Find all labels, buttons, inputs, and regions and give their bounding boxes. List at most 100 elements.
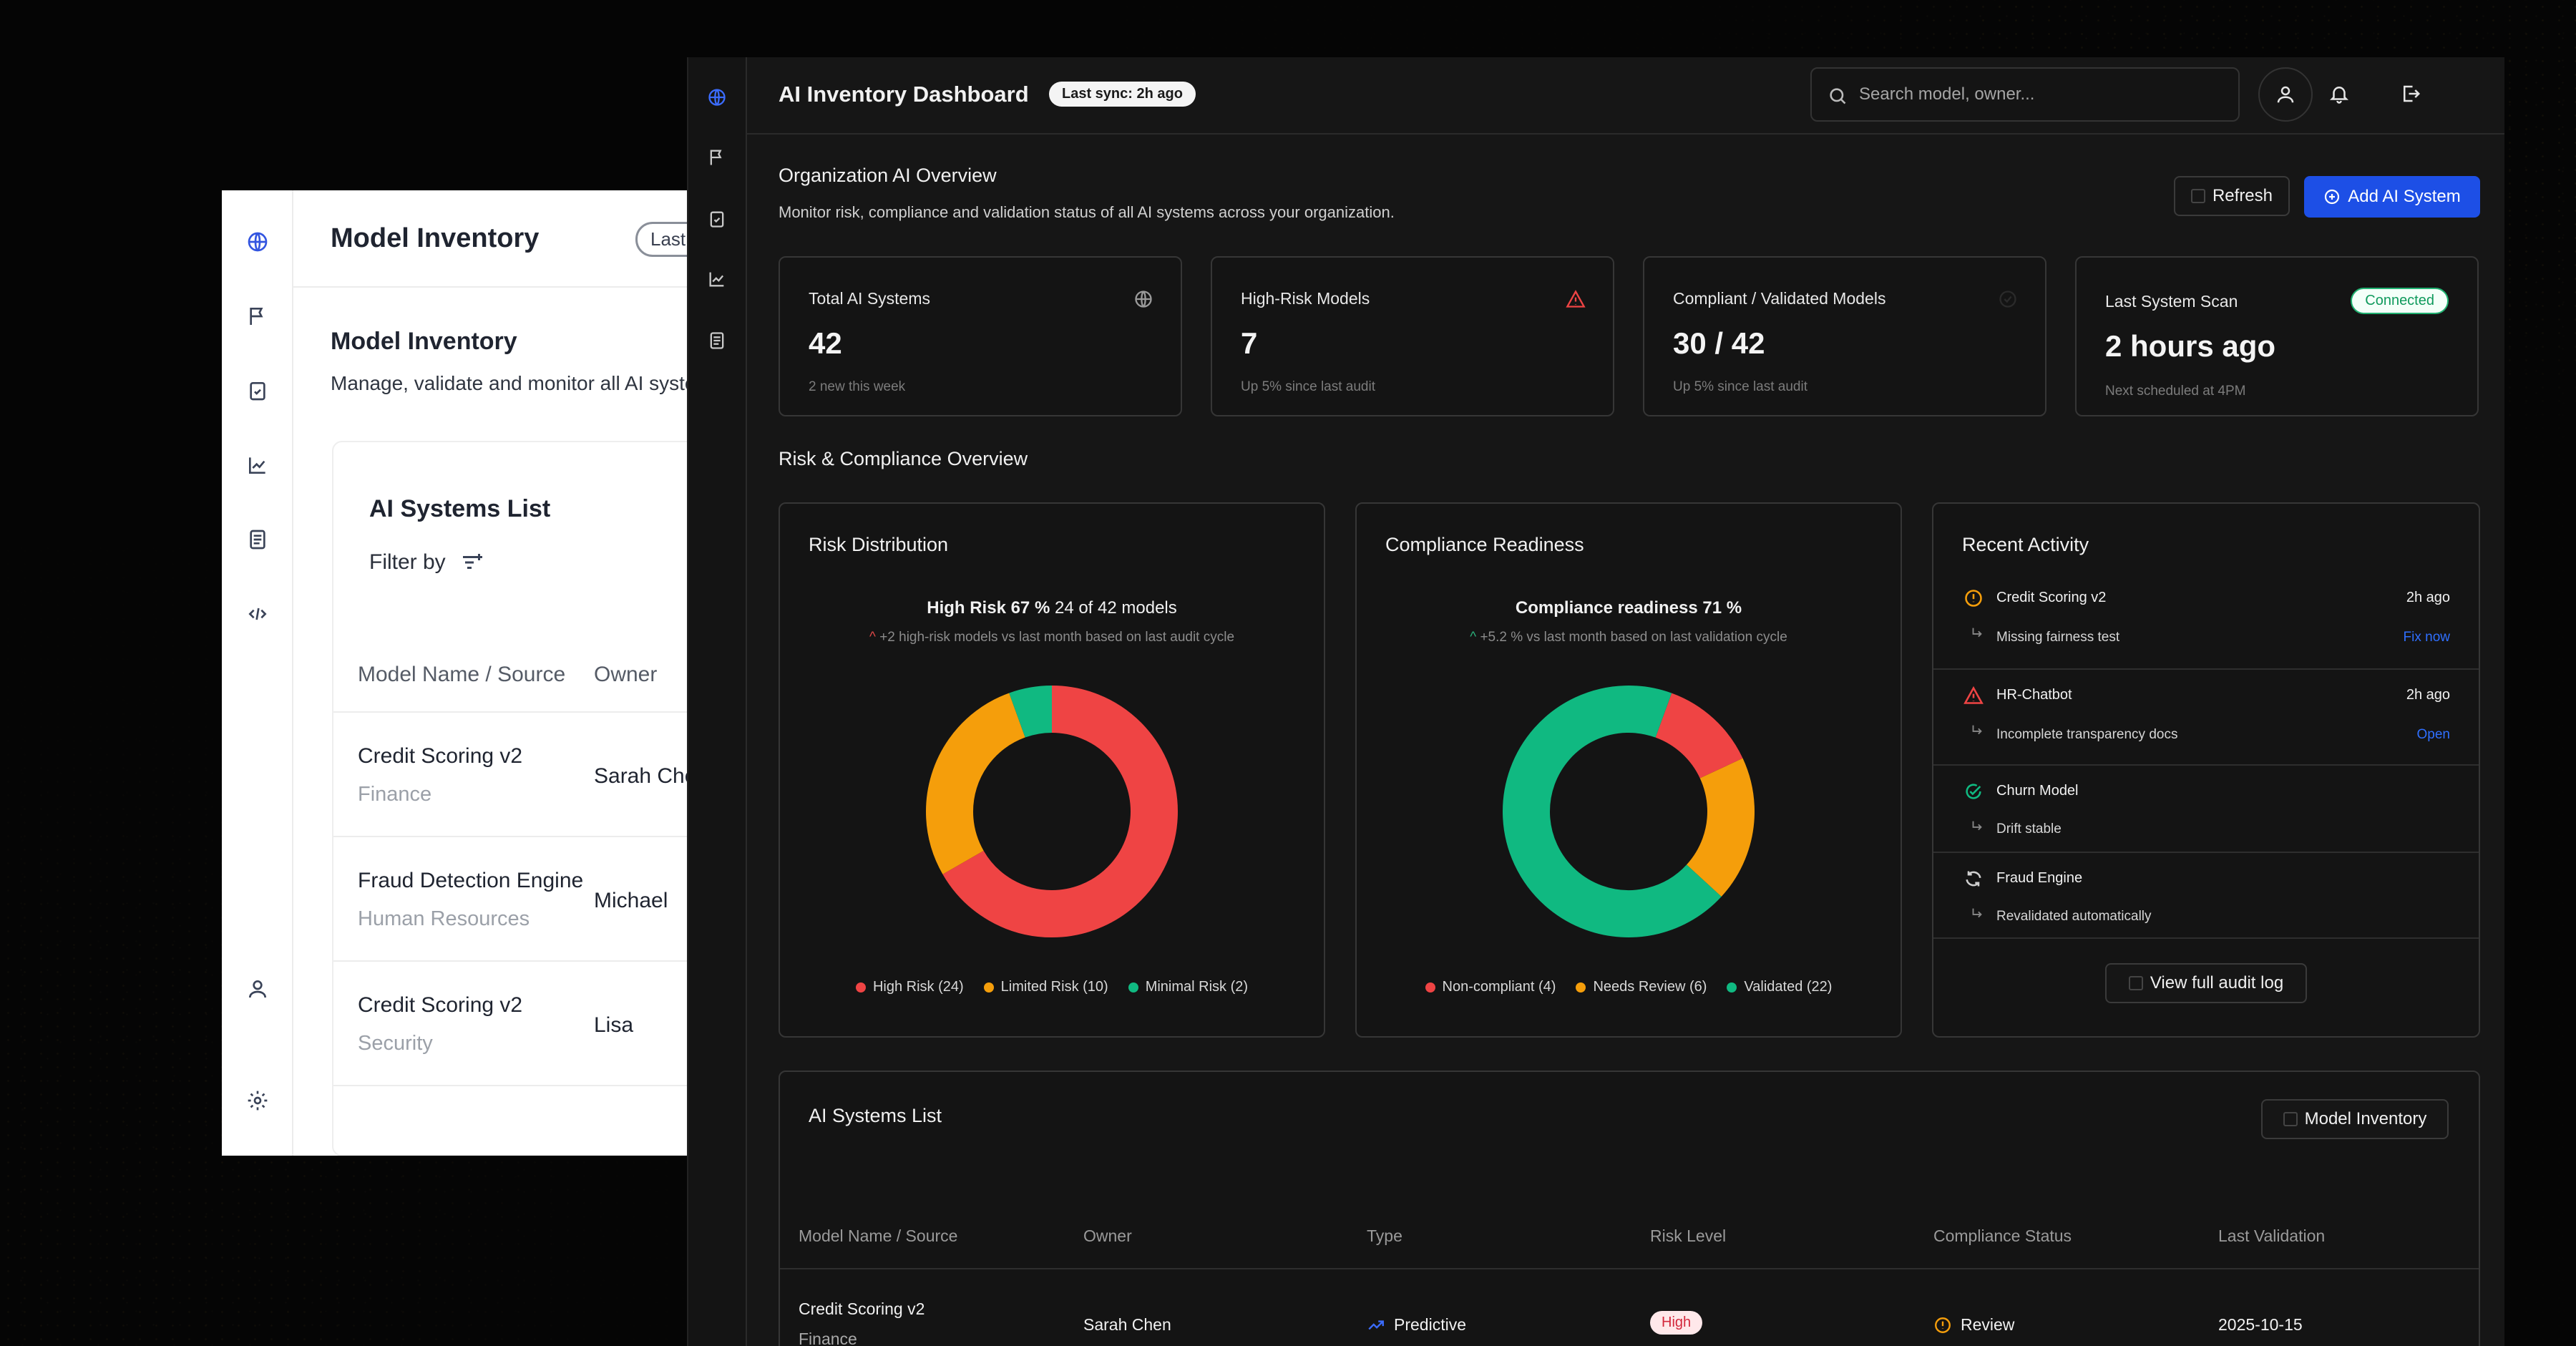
flag-icon[interactable] — [246, 305, 269, 328]
model-name: Fraud Detection Engine — [358, 869, 584, 892]
divider — [1933, 937, 2479, 939]
table-row[interactable]: Fraud Detection Engine Human Resources M… — [333, 836, 687, 960]
donut-slice-limited-risk[interactable] — [926, 686, 1178, 937]
activity-detail: Drift stable — [1996, 821, 2062, 837]
column-header[interactable]: Last Validation — [2218, 1226, 2326, 1245]
risk-donut-chart — [780, 683, 1324, 940]
stat-card-high-risk: High-Risk Models 7 Up 5% since last audi… — [1211, 256, 1614, 416]
model-name: Credit Scoring v2 — [358, 744, 523, 768]
stat-label: Total AI Systems — [809, 289, 931, 308]
logout-icon[interactable] — [2400, 83, 2423, 106]
divider — [780, 1268, 2479, 1269]
activity-detail: Missing fairness test — [1996, 630, 2120, 645]
search-input[interactable] — [1859, 80, 2217, 109]
code-icon[interactable] — [246, 603, 269, 625]
subdirectory-arrow-icon — [1969, 906, 1985, 922]
background-dark-area — [945, 0, 1123, 57]
model-source: Finance — [358, 783, 432, 806]
legend-label: Minimal Risk (2) — [1145, 979, 1249, 995]
plus-circle-icon — [2325, 189, 2340, 205]
inventory-label: Model Inventory — [2304, 1109, 2427, 1128]
table-row[interactable] — [333, 1085, 687, 1156]
activity-item[interactable]: Churn Model Drift stable — [1933, 764, 2479, 852]
legend-label: Non-compliant (4) — [1442, 979, 1556, 995]
refresh-button[interactable]: Refresh — [2174, 176, 2290, 216]
globe-icon[interactable] — [707, 87, 727, 107]
legend-dot — [1128, 982, 1138, 993]
chart-line-icon[interactable] — [707, 269, 727, 289]
add-ai-system-button[interactable]: Add AI System — [2304, 176, 2480, 218]
compliance-readiness-panel: Compliance Readiness Compliance readines… — [1355, 502, 1902, 1038]
view-audit-log-button[interactable]: View full audit log — [2105, 963, 2307, 1003]
compliance-delta: ^ +5.2 % vs last month based on last val… — [1357, 630, 1901, 645]
model-source: Security — [358, 1032, 433, 1055]
compliance-donut-svg — [1500, 683, 1757, 940]
column-header: Model Name / Source — [358, 663, 566, 686]
section-title: Risk & Compliance Overview — [779, 448, 1028, 469]
box-icon — [2283, 1112, 2298, 1126]
warning-icon — [1566, 289, 1586, 309]
user-profile-button[interactable] — [2258, 67, 2313, 122]
gear-icon[interactable] — [246, 1089, 269, 1112]
column-header[interactable]: Type — [1367, 1226, 1402, 1245]
stat-label: Last System Scan — [2105, 292, 2238, 311]
model-source: Human Resources — [358, 907, 530, 930]
donut-slice-non-compliant[interactable] — [1500, 683, 1757, 940]
search-box[interactable] — [1810, 67, 2240, 122]
column-header[interactable]: Compliance Status — [1933, 1226, 2072, 1245]
top-bar: AI Inventory Dashboard Last sync: 2h ago — [747, 57, 2504, 135]
activity-item[interactable]: Fraud Engine Revalidated automatically — [1933, 852, 2479, 937]
legend-item: High Risk (24) — [855, 979, 964, 995]
section-subtitle: Manage, validate and monitor all AI syst… — [331, 372, 687, 394]
user-icon — [2277, 86, 2294, 103]
activity-name: HR-Chatbot — [1996, 687, 2072, 703]
table-row[interactable]: Credit Scoring v2 Finance Sarah Chen — [333, 711, 687, 836]
fix-now-link[interactable]: Fix now — [2403, 630, 2450, 645]
check-circle-icon — [1963, 781, 1984, 801]
compliance-status: Review — [1933, 1315, 2014, 1335]
model-inventory-button[interactable]: Model Inventory — [2261, 1099, 2449, 1139]
model-owner: Sarah Chen — [594, 764, 687, 788]
column-header[interactable]: Owner — [1083, 1226, 1132, 1245]
model-inventory-window: Model Inventory Last sync: 2h ago Model … — [222, 190, 687, 1156]
document-icon[interactable] — [246, 528, 269, 551]
donut-slice-minimal-risk[interactable] — [926, 686, 1178, 937]
activity-item[interactable]: HR-Chatbot 2h ago Incomplete transparenc… — [1933, 668, 2479, 764]
connected-badge: Connected — [2351, 288, 2449, 314]
legend-dot — [1425, 982, 1435, 993]
risk-badge: High — [1650, 1311, 1703, 1335]
clipboard-check-icon[interactable] — [707, 209, 727, 229]
table-row[interactable]: Credit Scoring v2 Security Lisa — [333, 960, 687, 1085]
column-header[interactable]: Risk Level — [1650, 1226, 1727, 1245]
model-name: Credit Scoring v2 — [799, 1299, 925, 1318]
stat-label: High-Risk Models — [1241, 289, 1370, 308]
subdirectory-arrow-icon — [1969, 819, 1985, 834]
globe-icon — [1133, 289, 1153, 309]
risk-distribution-panel: Risk Distribution High Risk 67 % 24 of 4… — [779, 502, 1325, 1038]
filter-icon — [462, 554, 482, 569]
activity-item[interactable]: Credit Scoring v2 2h ago Missing fairnes… — [1933, 572, 2479, 668]
document-icon[interactable] — [707, 331, 727, 351]
legend-item: Needs Review (6) — [1576, 979, 1707, 995]
headline-bold: Compliance readiness 71 % — [1515, 598, 1742, 618]
search-icon — [1830, 88, 1846, 104]
chart-line-icon[interactable] — [246, 454, 269, 477]
clipboard-check-icon[interactable] — [246, 379, 269, 402]
donut-slice-needs-review[interactable] — [1500, 683, 1757, 940]
compliance-legend: Non-compliant (4) Needs Review (6) Valid… — [1357, 979, 1901, 995]
filter-button[interactable]: Filter by — [369, 550, 484, 575]
flag-icon[interactable] — [707, 147, 727, 167]
open-link[interactable]: Open — [2416, 727, 2450, 742]
legend-item: Non-compliant (4) — [1425, 979, 1556, 995]
view-log-label: View full audit log — [2150, 973, 2284, 993]
globe-icon[interactable] — [246, 230, 269, 253]
stat-card-total: Total AI Systems 42 2 new this week — [779, 256, 1182, 416]
user-icon[interactable] — [246, 977, 269, 1000]
bell-icon[interactable] — [2328, 83, 2351, 106]
sidebar — [688, 57, 747, 1346]
section-title: Model Inventory — [331, 328, 517, 355]
legend-label: Needs Review (6) — [1593, 979, 1707, 995]
column-header[interactable]: Model Name / Source — [799, 1226, 958, 1245]
model-owner: Michael — [594, 889, 668, 912]
activity-name: Churn Model — [1996, 783, 2079, 799]
